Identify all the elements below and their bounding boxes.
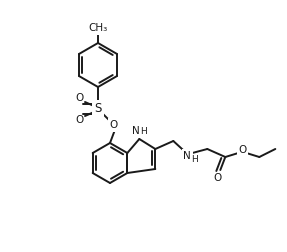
Text: H: H: [140, 127, 147, 136]
Text: O: O: [110, 120, 118, 130]
Text: O: O: [75, 93, 83, 103]
Text: CH₃: CH₃: [88, 23, 108, 33]
Text: S: S: [94, 103, 102, 115]
Text: O: O: [75, 115, 83, 125]
Text: O: O: [213, 173, 222, 183]
Text: O: O: [238, 145, 247, 155]
Text: H: H: [191, 155, 198, 165]
Text: N: N: [132, 126, 140, 136]
Text: N: N: [183, 151, 191, 161]
